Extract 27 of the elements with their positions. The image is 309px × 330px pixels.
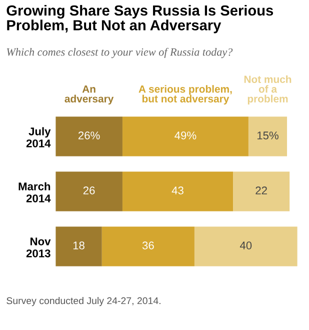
series-label: A serious problem, but not adversary — [138, 85, 232, 104]
chart-title: Growing Share Says Russia Is Serious Problem, But Not an Adversary — [6, 4, 274, 34]
chart-subtitle: Which comes closest to your view of Russia today? — [6, 48, 233, 58]
y-tick-label: March 2014 — [18, 182, 51, 202]
y-tick-label: Nov 2013 — [26, 238, 51, 258]
bar — [122, 116, 248, 156]
bar — [56, 172, 122, 212]
data-label: 40 — [240, 242, 252, 250]
bar — [102, 226, 194, 266]
data-label: 26% — [78, 132, 100, 140]
data-label: 36 — [142, 242, 154, 250]
bar — [233, 172, 290, 212]
series-label: Not much of a problem — [244, 75, 292, 104]
text: Survey conducted July 24-27, 2014. — [6, 297, 160, 306]
bar — [122, 172, 234, 212]
series-label: An adversary — [64, 85, 114, 104]
bar — [248, 116, 288, 156]
data-label: 49% — [174, 132, 196, 140]
data-label: 15% — [257, 132, 278, 140]
bar — [56, 116, 122, 156]
data-label: 26 — [83, 186, 95, 194]
data-label: 43 — [172, 186, 184, 194]
y-tick-label: July 2014 — [26, 127, 51, 148]
data-label: 18 — [73, 242, 84, 250]
data-label: 22 — [256, 186, 267, 194]
bar — [56, 226, 102, 266]
bar — [194, 226, 298, 266]
